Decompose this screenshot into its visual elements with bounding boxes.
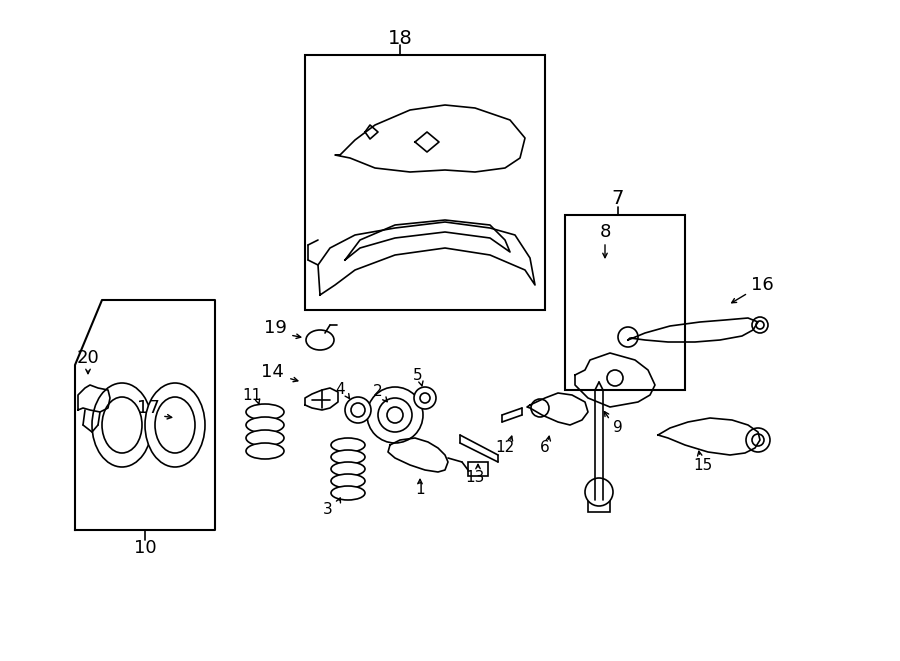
Text: 3: 3 <box>323 502 333 518</box>
Ellipse shape <box>331 438 365 452</box>
Text: 9: 9 <box>613 420 623 436</box>
Text: 17: 17 <box>137 399 159 417</box>
Circle shape <box>607 370 623 386</box>
Text: 14: 14 <box>261 363 284 381</box>
Text: 13: 13 <box>465 471 485 485</box>
Text: 8: 8 <box>599 223 611 241</box>
Ellipse shape <box>306 330 334 350</box>
Ellipse shape <box>145 383 205 467</box>
Text: 18: 18 <box>388 28 412 48</box>
Circle shape <box>585 478 613 506</box>
Text: 16: 16 <box>751 276 773 294</box>
Text: 6: 6 <box>540 440 550 455</box>
Ellipse shape <box>246 417 284 433</box>
Ellipse shape <box>246 430 284 446</box>
Text: 20: 20 <box>76 349 99 367</box>
Ellipse shape <box>246 443 284 459</box>
Circle shape <box>531 399 549 417</box>
Ellipse shape <box>331 486 365 500</box>
Bar <box>177 408 201 428</box>
Ellipse shape <box>331 462 365 476</box>
Text: 19: 19 <box>264 319 286 337</box>
Circle shape <box>752 434 764 446</box>
Ellipse shape <box>102 397 142 453</box>
Text: 15: 15 <box>693 457 713 473</box>
Ellipse shape <box>246 404 284 420</box>
Ellipse shape <box>331 450 365 464</box>
Bar <box>305 55 545 310</box>
Text: 4: 4 <box>335 383 345 397</box>
Bar <box>588 500 610 512</box>
Text: 10: 10 <box>134 539 157 557</box>
Text: 2: 2 <box>374 385 382 399</box>
Circle shape <box>618 327 638 347</box>
Circle shape <box>351 403 365 417</box>
Text: 7: 7 <box>612 188 625 208</box>
Circle shape <box>746 428 770 452</box>
Bar <box>468 462 488 476</box>
Circle shape <box>756 321 764 329</box>
Text: 11: 11 <box>242 387 262 403</box>
Text: 5: 5 <box>413 368 423 383</box>
Text: 1: 1 <box>415 483 425 498</box>
Circle shape <box>420 393 430 403</box>
Circle shape <box>414 387 436 409</box>
Ellipse shape <box>92 383 152 467</box>
Circle shape <box>345 397 371 423</box>
Circle shape <box>367 387 423 443</box>
Text: 12: 12 <box>495 440 515 455</box>
Ellipse shape <box>331 474 365 488</box>
Ellipse shape <box>155 397 195 453</box>
Bar <box>565 215 685 390</box>
Circle shape <box>752 317 768 333</box>
Circle shape <box>378 398 412 432</box>
Circle shape <box>387 407 403 423</box>
